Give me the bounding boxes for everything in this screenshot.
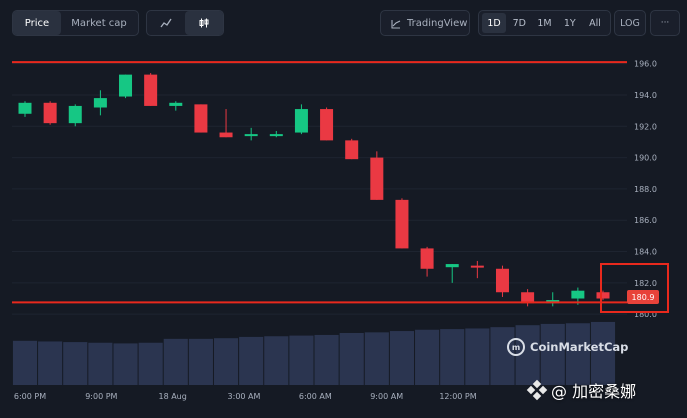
current-price-badge: 180.9 xyxy=(627,290,659,304)
candlestick-icon[interactable] xyxy=(185,11,223,35)
volume-bar xyxy=(465,328,490,385)
volume-bar xyxy=(239,336,264,385)
y-tick-label: 184.0 xyxy=(634,248,657,257)
volume-bars xyxy=(12,321,616,385)
tradingview-icon xyxy=(391,14,401,33)
timeframe-1d[interactable]: 1D xyxy=(482,13,506,33)
line-chart-icon[interactable] xyxy=(147,11,185,35)
volume-bar xyxy=(264,336,289,385)
horizontal-lines xyxy=(12,61,627,304)
timeframe-1y[interactable]: 1Y xyxy=(563,17,576,29)
grid xyxy=(12,63,627,315)
volume-bar xyxy=(188,338,213,385)
candle-down xyxy=(521,292,535,304)
x-tick-label: 3:00 AM xyxy=(228,392,261,401)
x-tick-label: 9:00 AM xyxy=(370,392,403,401)
volume-bar xyxy=(440,329,465,385)
volume-bar xyxy=(63,342,88,385)
volume-bar xyxy=(590,321,616,385)
log-scale-button[interactable]: LOG xyxy=(614,10,646,36)
timeframe-all[interactable]: All xyxy=(589,17,601,29)
tradingview-label: TradingView xyxy=(407,17,468,29)
y-tick-label: 180.0 xyxy=(634,310,657,319)
more-options-button[interactable]: ··· xyxy=(650,10,680,36)
candle-up xyxy=(68,105,82,124)
candle-down xyxy=(144,74,158,106)
coinmarketcap-logo-icon: m xyxy=(507,338,525,356)
log-label: LOG xyxy=(620,17,640,29)
candle-up xyxy=(445,264,459,268)
candle-down xyxy=(219,132,233,138)
x-axis: 6:00 PM 9:00 PM 18 Aug 3:00 AM 6:00 AM 9:00 A… xyxy=(14,392,477,401)
volume-bar xyxy=(490,327,515,385)
x-tick-label: 12:00 PM xyxy=(439,392,476,401)
volume-bar xyxy=(389,331,415,385)
diamond-logo-icon xyxy=(526,379,548,401)
volume-bar xyxy=(415,329,440,385)
candle-up xyxy=(294,109,308,133)
volume-bar xyxy=(289,335,314,385)
watermark-text: CoinMarketCap xyxy=(530,340,629,354)
x-tick-label: 9:00 PM xyxy=(85,392,117,401)
chart-type-toggle: Price Market cap xyxy=(12,10,139,36)
candle-up xyxy=(119,74,133,97)
timeframe-1m[interactable]: 1M xyxy=(537,17,552,29)
timeframe-7d[interactable]: 7D xyxy=(512,17,526,29)
candle-down xyxy=(596,292,610,299)
candle-up xyxy=(169,102,183,106)
volume-bar xyxy=(163,338,188,385)
volume-bar xyxy=(113,343,138,385)
price-tab[interactable]: Price xyxy=(13,11,61,35)
market-cap-tab[interactable]: Market cap xyxy=(71,17,127,29)
volume-bar xyxy=(138,342,163,385)
chart-style-toggle xyxy=(146,10,224,36)
y-axis: 196.0 194.0 192.0 190.0 188.0 186.0 184.0 182.0… xyxy=(634,60,657,320)
candle-down xyxy=(470,265,484,268)
volume-bar xyxy=(38,341,63,385)
candle-down xyxy=(495,268,509,293)
volume-bar xyxy=(12,340,38,385)
author-credit: @ 加密桑娜 xyxy=(526,378,637,402)
candle-up xyxy=(18,102,32,114)
y-tick-label: 182.0 xyxy=(634,279,657,288)
price-highlight-box xyxy=(600,263,669,313)
x-tick-label: 18 Aug xyxy=(158,392,186,401)
credit-text: @ 加密桑娜 xyxy=(551,382,637,401)
y-tick-label: 194.0 xyxy=(634,91,657,100)
volume-bar xyxy=(565,323,590,385)
candles xyxy=(18,73,610,307)
candle-down xyxy=(420,248,434,269)
y-tick-label: 190.0 xyxy=(634,154,657,163)
x-tick-label: 6:00 AM xyxy=(299,392,332,401)
volume-bar xyxy=(339,333,364,385)
candle-up xyxy=(269,134,283,137)
volume-bar xyxy=(540,323,565,385)
candle-down xyxy=(345,140,359,160)
candle-down xyxy=(395,199,409,249)
candle-down xyxy=(43,102,57,124)
candle-down xyxy=(370,157,384,200)
candle-down xyxy=(194,104,208,133)
volume-bar xyxy=(88,342,113,385)
candle-up xyxy=(93,98,107,108)
candle-up xyxy=(244,134,258,137)
more-icon: ··· xyxy=(660,18,670,28)
volume-bar xyxy=(314,334,339,385)
y-tick-label: 188.0 xyxy=(634,185,657,194)
y-tick-label: 196.0 xyxy=(634,60,657,69)
x-tick-label: 6:00 PM xyxy=(14,392,46,401)
y-tick-label: 186.0 xyxy=(634,216,657,225)
timeframe-selector: 1D 7D 1M 1Y All xyxy=(478,10,611,36)
candle-up xyxy=(571,290,585,299)
volume-bar xyxy=(213,338,239,385)
candle-down xyxy=(320,109,334,141)
tradingview-button[interactable]: TradingView xyxy=(380,10,470,36)
coinmarketcap-watermark: m CoinMarketCap xyxy=(507,338,628,356)
y-tick-label: 192.0 xyxy=(634,122,657,131)
volume-bar xyxy=(364,332,389,385)
